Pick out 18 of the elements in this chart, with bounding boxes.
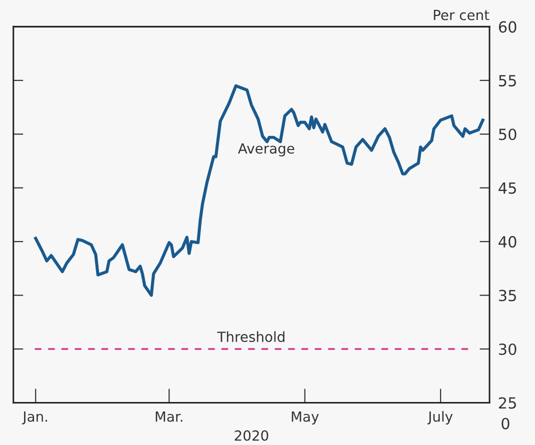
x-tick-label: Mar. — [156, 411, 182, 422]
x-tick-label: May — [292, 411, 319, 424]
ref-line-label: Threshold — [217, 331, 284, 342]
y-tick-label: 30 — [499, 343, 516, 356]
y-tick-label: 60 — [498, 21, 516, 33]
y-tick-label: 40 — [498, 236, 516, 248]
x-axis-title: 2020 — [234, 430, 268, 441]
y-tick-label: 50 — [499, 128, 516, 140]
line-series — [34, 84, 484, 297]
series-label: Average — [238, 143, 294, 156]
y-tick-label: 35 — [499, 290, 516, 302]
text: 0 — [502, 418, 510, 430]
y-tick-label: 55 — [499, 75, 516, 86]
x-tick-label: July — [427, 411, 453, 424]
y-tick-label: 45 — [498, 182, 516, 194]
y-axis-title: Per cent — [434, 10, 490, 20]
x-tick-label: Jan. — [22, 411, 48, 424]
y-tick-label: 25 — [498, 397, 516, 409]
